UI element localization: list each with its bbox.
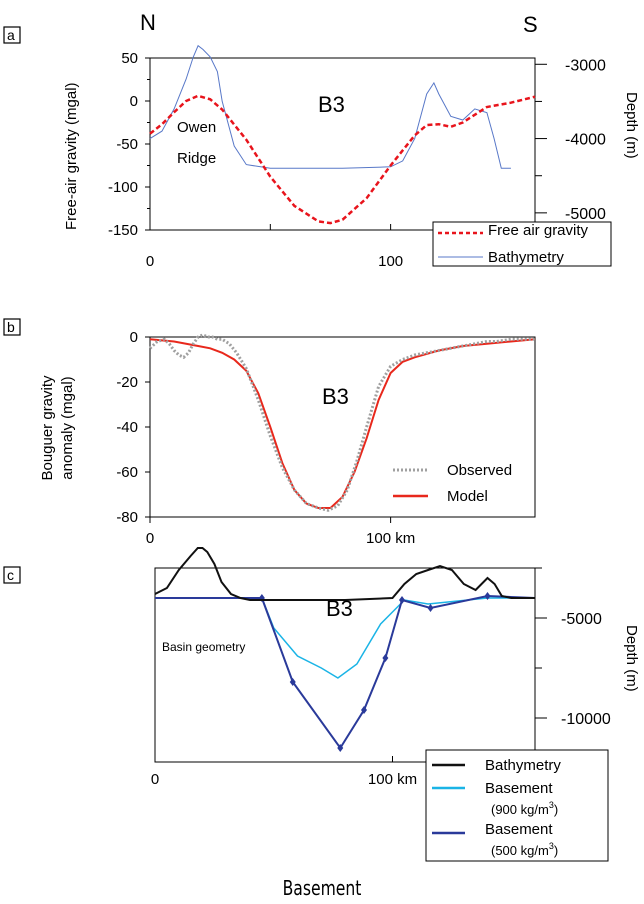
panel-a-label-box	[3, 26, 21, 44]
legend-basement-900-unit: (900 kg/m	[491, 802, 549, 817]
y-tick-label: -100	[108, 179, 138, 196]
panel-c-depth-axis: -5000 -10000	[535, 567, 611, 728]
panel-a-legend: Free air gravity Bathymetry	[432, 221, 612, 267]
legend-bathymetry-c-label: Bathymetry	[485, 757, 561, 774]
legend-basement-500-exp: 3	[549, 841, 554, 851]
panel-a-plot-frame	[149, 57, 536, 231]
north-label: N	[140, 10, 156, 35]
panel-a-ylabel: Free-air gravity (mgal)	[63, 82, 80, 230]
free-air-gravity-line	[149, 94, 536, 225]
x-tick-label: 100	[378, 253, 403, 270]
panel-c-plot-frame	[154, 567, 536, 763]
legend-basement-500-unit: (500 kg/m	[491, 843, 549, 858]
panel-b-legend: Observed Model	[393, 462, 512, 505]
y-tick-label: -80	[116, 509, 138, 526]
y-tick-label: 0	[130, 93, 138, 110]
panel-a-depth-axis: -3000 -4000 -5000	[535, 57, 606, 223]
y-tick-label: -60	[116, 464, 138, 481]
legend-bathymetry-label: Bathymetry	[488, 249, 564, 266]
panel-a-legend-box	[432, 221, 612, 267]
y-tick-label: -20	[116, 374, 138, 391]
legend-model-label: Model	[447, 488, 488, 505]
legend-basement-500-line1: Basement	[485, 821, 553, 838]
observed-line	[148, 333, 535, 512]
legend-observed-label: Observed	[447, 462, 512, 479]
legend-basement-900-line2: (900 kg/m3)	[491, 800, 558, 817]
x-tick-label: 0	[146, 253, 154, 270]
basement-500-line	[155, 594, 536, 750]
legend-basement-500-line2: (500 kg/m3)	[491, 841, 558, 858]
basement-500-marker	[289, 678, 296, 686]
panel-a-y2label: Depth (m)	[623, 92, 640, 159]
bathymetry-c-line	[154, 547, 535, 601]
x-tick-label: 100 km	[366, 530, 415, 547]
x-tick-label: 100 km	[368, 771, 417, 788]
y2-tick-label: -5000	[561, 611, 602, 628]
y-tick-label: 50	[121, 50, 138, 67]
panel-a-series	[149, 44, 536, 225]
panel-b: b 0-20-40-60-80 0 100 km Bouguer gravity …	[3, 318, 536, 547]
x-tick-label: 0	[146, 530, 154, 547]
panel-c-y2label: Depth (m)	[623, 625, 640, 692]
panel-c: c -5000 -10000 0 100 km Depth (m) B3 Basin…	[3, 547, 640, 862]
y2-tick-label: -10000	[561, 711, 611, 728]
basement-500-marker	[427, 604, 434, 612]
y2-tick-label: -4000	[565, 132, 606, 149]
panel-c-label-box	[3, 566, 21, 584]
model-line	[149, 338, 536, 509]
basement-500-marker	[484, 592, 491, 600]
basin-geometry-label: Basin geometry	[162, 640, 245, 654]
panel-c-label: c	[7, 567, 14, 583]
y-tick-label: -150	[108, 222, 138, 239]
panel-b-y-axis: 0 -20 -40 -60 -80	[116, 329, 150, 526]
panel-a-x-axis: 0 100	[146, 224, 403, 270]
ridge-label-line1: Owen	[177, 119, 216, 136]
panel-b-label-box	[3, 318, 21, 336]
panel-c-legend-box	[425, 749, 609, 862]
legend-basement-500-close: )	[554, 843, 558, 858]
basement-500-marker	[361, 706, 367, 714]
panel-c-legend: Bathymetry Basement (900 kg/m3) Basement…	[425, 749, 609, 862]
bathymetry-line	[149, 44, 511, 169]
panel-b-x-axis: 0 100 km	[146, 517, 415, 547]
y-tick-label: -40	[116, 419, 138, 436]
basement-500-marker	[382, 654, 389, 662]
figure-caption: Basement	[282, 876, 362, 900]
panel-c-x-axis: 0 100 km	[151, 756, 417, 788]
panel-a-y-axis: 50 0 -50 -100 -150	[108, 50, 150, 239]
legend-basement-900-exp: 3	[549, 800, 554, 810]
panel-c-annotation: B3	[326, 596, 353, 621]
panel-a: a 50 0 -50 -100 -150 -3000 -4000 -5000 0 100 Fr…	[3, 26, 640, 270]
y-tick-label: -50	[116, 136, 138, 153]
y2-tick-label: -5000	[565, 206, 606, 223]
ridge-label-line2: Ridge	[177, 150, 216, 167]
panel-a-label: a	[7, 27, 15, 43]
y2-tick-label: -3000	[565, 57, 606, 74]
south-label: S	[523, 12, 538, 37]
panel-b-series	[148, 333, 536, 512]
basement-500-marker	[337, 744, 344, 752]
panel-a-annotation: B3	[318, 92, 345, 117]
panel-b-ylabel-line2: anomaly (mgal)	[59, 376, 76, 479]
legend-basement-900-line1: Basement	[485, 780, 553, 797]
panel-b-annotation: B3	[322, 384, 349, 409]
basement-500-marker	[399, 596, 405, 604]
legend-free-air-label: Free air gravity	[488, 222, 589, 239]
panel-b-ylabel-line1: Bouguer gravity	[39, 375, 56, 481]
legend-basement-900-close: )	[554, 802, 558, 817]
x-tick-label: 0	[151, 771, 159, 788]
panel-b-label: b	[7, 319, 15, 335]
y-tick-label: 0	[130, 329, 138, 346]
panel-c-series	[154, 547, 536, 752]
